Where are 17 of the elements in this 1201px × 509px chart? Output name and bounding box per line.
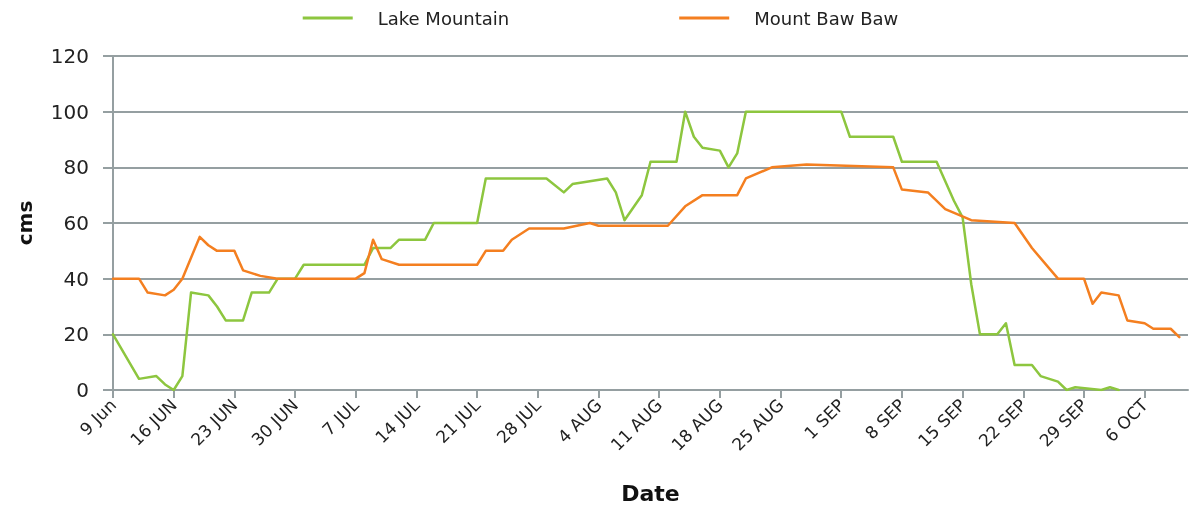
x-axis-title: Date — [621, 480, 680, 506]
y-tick-label: 20 — [63, 322, 89, 347]
y-tick-label: 0 — [76, 378, 89, 402]
y-tick-label: 120 — [50, 44, 89, 68]
legend-label: Mount Baw Baw — [754, 7, 899, 29]
y-tick-label: 100 — [50, 99, 89, 124]
x-tick-label: 14 JUL — [371, 394, 424, 448]
y-tick-label: 40 — [63, 266, 89, 291]
x-tick-label: 21 JUL — [431, 394, 485, 448]
y-tick-label: 60 — [63, 211, 89, 235]
x-tick-label: 7 JUL — [318, 394, 364, 440]
x-tick-label: 28 JUL — [492, 394, 546, 448]
legend-label: Lake Mountain — [377, 7, 510, 29]
line-series — [111, 163, 1181, 339]
line-series — [111, 110, 1120, 392]
y-axis-title: cms — [13, 200, 37, 246]
y-tick-label: 80 — [63, 155, 89, 180]
